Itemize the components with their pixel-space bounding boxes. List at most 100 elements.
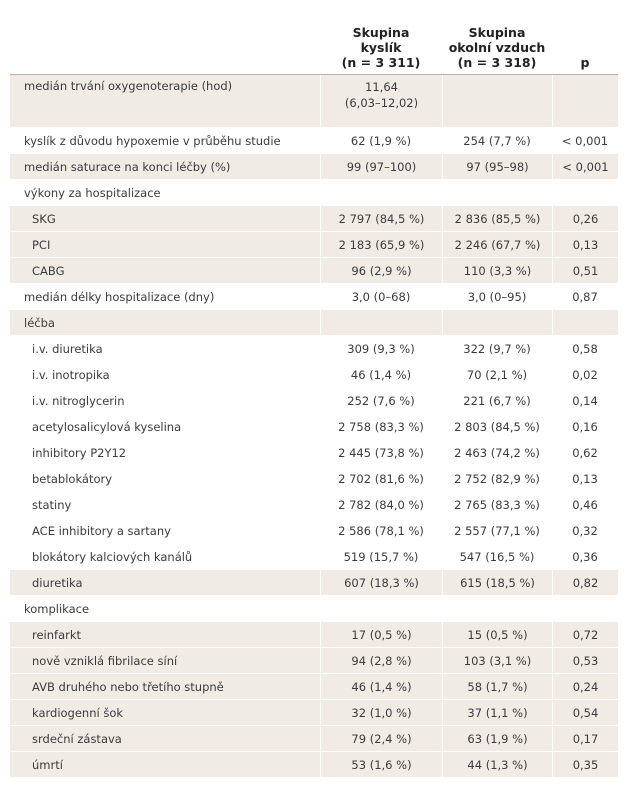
header-oxygen-line2: kyslík [360, 40, 402, 55]
table-row: medián trvání oxygenoterapie (hod) 11,64… [10, 75, 618, 128]
row-oxygen-value-range: (6,03–12,02) [344, 96, 419, 110]
section-row-complications: komplikace [10, 596, 618, 622]
row-air-value: 15 (0,5 %) [442, 622, 552, 648]
header-empty [10, 2, 320, 75]
row-p-value: 0,62 [552, 440, 618, 466]
row-oxygen-value: 17 (0,5 %) [320, 622, 442, 648]
section-label: léčba [10, 310, 320, 336]
row-air-value: 70 (2,1 %) [442, 362, 552, 388]
row-oxygen-value: 53 (1,6 %) [320, 752, 442, 778]
row-label: blokátory kalciových kanálů [10, 544, 320, 570]
row-p-value [552, 596, 618, 622]
table-row: nově vzniklá fibrilace síní 94 (2,8 %) 1… [10, 648, 618, 674]
row-p-value: 0,02 [552, 362, 618, 388]
row-label: inhibitory P2Y12 [10, 440, 320, 466]
row-oxygen-value [320, 180, 442, 206]
row-label: reinfarkt [10, 622, 320, 648]
header-air-line3: (n = 3 318) [457, 55, 537, 70]
row-oxygen-value: 252 (7,6 %) [320, 388, 442, 414]
row-oxygen-value: 3,0 (0–68) [320, 284, 442, 310]
row-p-value: 0,58 [552, 336, 618, 362]
row-label: úmrtí [10, 752, 320, 778]
row-air-value [442, 180, 552, 206]
table-header-row: Skupina kyslík (n = 3 311) Skupina okoln… [10, 2, 618, 75]
row-air-value: 2 765 (83,3 %) [442, 492, 552, 518]
section-row-treatment: léčba [10, 310, 618, 336]
row-label: diuretika [10, 570, 320, 596]
row-p-value: 0,17 [552, 726, 618, 752]
table-row: AVB druhého nebo třetího stupně 46 (1,4 … [10, 674, 618, 700]
section-label: výkony za hospitalizace [10, 180, 320, 206]
header-air-group: Skupina okolní vzduch (n = 3 318) [442, 2, 552, 75]
row-oxygen-value: 46 (1,4 %) [320, 674, 442, 700]
header-oxygen-line3: (n = 3 311) [341, 55, 421, 70]
row-p-value: 0,53 [552, 648, 618, 674]
row-p-value [552, 180, 618, 206]
table-row: inhibitory P2Y12 2 445 (73,8 %) 2 463 (7… [10, 440, 618, 466]
row-oxygen-value: 2 586 (78,1 %) [320, 518, 442, 544]
row-oxygen-value: 32 (1,0 %) [320, 700, 442, 726]
table-row: medián délky hospitalizace (dny) 3,0 (0–… [10, 284, 618, 310]
table-row: acetylosalicylová kyselina 2 758 (83,3 %… [10, 414, 618, 440]
section-row-procedures: výkony za hospitalizace [10, 180, 618, 206]
row-p-value: 0,72 [552, 622, 618, 648]
row-label: SKG [10, 206, 320, 232]
row-air-value [442, 596, 552, 622]
row-p-value: 0,54 [552, 700, 618, 726]
row-label: statiny [10, 492, 320, 518]
row-oxygen-value: 99 (97–100) [320, 154, 442, 180]
row-p-value: 0,24 [552, 674, 618, 700]
row-air-value: 2 246 (67,7 %) [442, 232, 552, 258]
table-row: reinfarkt 17 (0,5 %) 15 (0,5 %) 0,72 [10, 622, 618, 648]
table-row: kyslík z důvodu hypoxemie v průběhu stud… [10, 128, 618, 154]
row-air-value: 103 (3,1 %) [442, 648, 552, 674]
row-p-value: 0,82 [552, 570, 618, 596]
row-air-value [442, 75, 552, 128]
row-oxygen-value: 62 (1,9 %) [320, 128, 442, 154]
row-p-value: 0,26 [552, 206, 618, 232]
table-row: blokátory kalciových kanálů 519 (15,7 %)… [10, 544, 618, 570]
table-row: i.v. nitroglycerin 252 (7,6 %) 221 (6,7 … [10, 388, 618, 414]
row-p-value: < 0,001 [552, 154, 618, 180]
row-label: medián délky hospitalizace (dny) [10, 284, 320, 310]
row-p-value: 0,13 [552, 466, 618, 492]
row-air-value: 547 (16,5 %) [442, 544, 552, 570]
results-table-container: Skupina kyslík (n = 3 311) Skupina okoln… [10, 2, 618, 778]
row-label: PCI [10, 232, 320, 258]
table-row: statiny 2 782 (84,0 %) 2 765 (83,3 %) 0,… [10, 492, 618, 518]
table-row: kardiogenní šok 32 (1,0 %) 37 (1,1 %) 0,… [10, 700, 618, 726]
row-oxygen-value: 2 797 (84,5 %) [320, 206, 442, 232]
row-oxygen-value: 2 445 (73,8 %) [320, 440, 442, 466]
row-label: i.v. nitroglycerin [10, 388, 320, 414]
row-oxygen-value [320, 596, 442, 622]
table-row: diuretika 607 (18,3 %) 615 (18,5 %) 0,82 [10, 570, 618, 596]
row-p-value: 0,14 [552, 388, 618, 414]
row-oxygen-value: 607 (18,3 %) [320, 570, 442, 596]
row-label: ACE inhibitory a sartany [10, 518, 320, 544]
row-p-value: < 0,001 [552, 128, 618, 154]
row-label: acetylosalicylová kyselina [10, 414, 320, 440]
table-row: úmrtí 53 (1,6 %) 44 (1,3 %) 0,35 [10, 752, 618, 778]
row-p-value [552, 310, 618, 336]
table-row: i.v. inotropika 46 (1,4 %) 70 (2,1 %) 0,… [10, 362, 618, 388]
row-air-value: 37 (1,1 %) [442, 700, 552, 726]
results-table: Skupina kyslík (n = 3 311) Skupina okoln… [10, 2, 618, 778]
table-row: SKG 2 797 (84,5 %) 2 836 (85,5 %) 0,26 [10, 206, 618, 232]
row-label: kardiogenní šok [10, 700, 320, 726]
row-p-value: 0,35 [552, 752, 618, 778]
header-air-line2: okolní vzduch [448, 40, 546, 55]
row-oxygen-value-main: 11,64 [365, 80, 398, 94]
row-air-value: 110 (3,3 %) [442, 258, 552, 284]
row-air-value: 2 557 (77,1 %) [442, 518, 552, 544]
row-p-value: 0,46 [552, 492, 618, 518]
row-oxygen-value: 309 (9,3 %) [320, 336, 442, 362]
table-row: betablokátory 2 702 (81,6 %) 2 752 (82,9… [10, 466, 618, 492]
row-oxygen-value: 11,64 (6,03–12,02) [320, 75, 442, 128]
row-oxygen-value: 96 (2,9 %) [320, 258, 442, 284]
row-air-value: 615 (18,5 %) [442, 570, 552, 596]
header-oxygen-group: Skupina kyslík (n = 3 311) [320, 2, 442, 75]
row-label: srdeční zástava [10, 726, 320, 752]
row-oxygen-value: 519 (15,7 %) [320, 544, 442, 570]
table-row: CABG 96 (2,9 %) 110 (3,3 %) 0,51 [10, 258, 618, 284]
row-oxygen-value [320, 310, 442, 336]
